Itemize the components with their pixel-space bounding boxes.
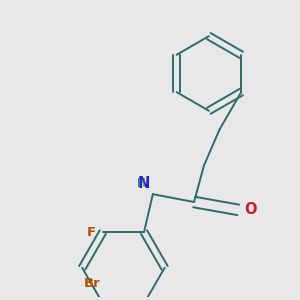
Text: Br: Br xyxy=(84,277,101,290)
Text: O: O xyxy=(244,202,256,217)
Text: F: F xyxy=(86,226,95,238)
Text: H: H xyxy=(137,177,146,190)
Text: N: N xyxy=(137,176,150,191)
